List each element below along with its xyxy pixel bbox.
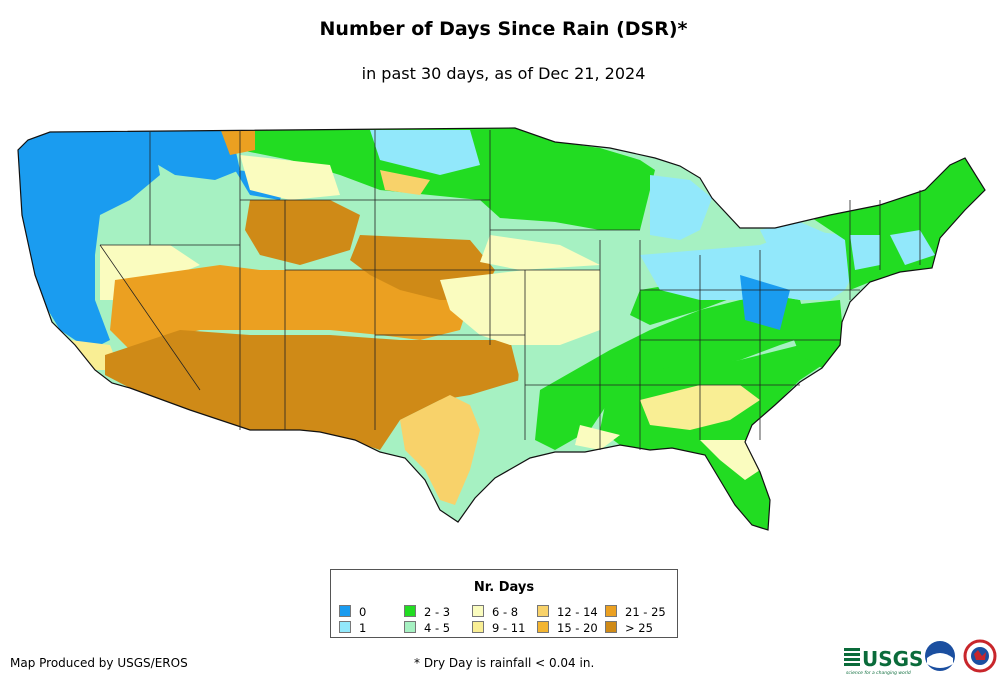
legend-label: 6 - 8 [492,605,519,619]
legend-swatch [537,605,549,617]
legend-item: 4 - 5 [404,621,450,634]
legend-label: 2 - 3 [424,605,451,619]
legend-swatch [339,605,351,617]
legend-swatch [339,621,351,633]
legend-label: > 25 [625,621,653,635]
legend-swatch [537,621,549,633]
legend-item: > 25 [605,621,653,634]
legend: Nr. Days 0 1 2 - 3 4 - 5 6 - 8 9 - 11 12… [330,569,678,638]
legend-label: 12 - 14 [557,605,598,619]
usgs-tagline: science for a changing world [846,670,911,676]
legend-swatch [404,621,416,633]
legend-swatch [472,605,484,617]
legend-item: 1 [339,621,366,634]
map-subtitle: in past 30 days, as of Dec 21, 2024 [361,64,646,83]
nws-logo [963,639,997,673]
legend-label: 1 [359,621,367,635]
noaa-logo: noaa [925,641,955,671]
dry-day-footnote: * Dry Day is rainfall < 0.04 in. [414,656,595,670]
map-title: Number of Days Since Rain (DSR)* [319,18,688,40]
usgs-logo: USGS science for a changing world [844,647,923,676]
usgs-wordmark: USGS [862,647,923,671]
legend-item: 9 - 11 [472,621,525,634]
agency-logos: USGS science for a changing world noaa [842,638,1002,682]
legend-title: Nr. Days [473,580,535,595]
legend-item: 15 - 20 [537,621,598,634]
producer-credit: Map Produced by USGS/EROS [10,656,188,670]
legend-swatch [605,621,617,633]
legend-label: 9 - 11 [492,621,526,635]
legend-item: 21 - 25 [605,605,666,618]
legend-swatch [472,621,484,633]
legend-item: 12 - 14 [537,605,598,618]
legend-item: 6 - 8 [472,605,518,618]
noaa-wordmark: noaa [932,653,949,660]
legend-swatch [404,605,416,617]
legend-item: 0 [339,605,366,618]
legend-label: 21 - 25 [625,605,666,619]
legend-item: 2 - 3 [404,605,450,618]
legend-label: 4 - 5 [424,621,451,635]
legend-label: 0 [359,605,367,619]
legend-label: 15 - 20 [557,621,598,635]
legend-swatch [605,605,617,617]
us-dsr-map [17,127,986,531]
